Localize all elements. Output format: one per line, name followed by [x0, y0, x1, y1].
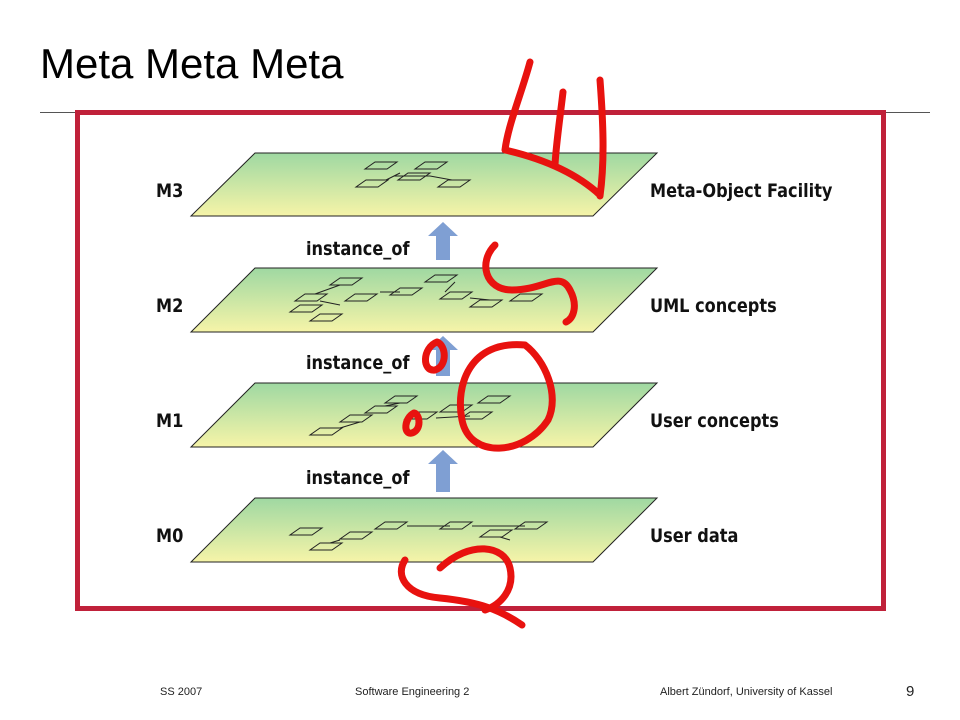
- plane-m0: [189, 497, 659, 563]
- layer-label-m2: M2: [156, 295, 184, 317]
- arrow-m2-m3: [428, 222, 458, 260]
- handwritten-four: [501, 58, 607, 200]
- layer-desc-m2: UML concepts: [650, 295, 777, 317]
- footer-author: Albert Zündorf, University of Kassel: [660, 686, 833, 698]
- title-rule-left: [40, 112, 75, 113]
- layer-desc-m0: User data: [650, 525, 739, 547]
- relation-label-m2-m3: instance_of: [306, 238, 410, 260]
- page-number: 9: [906, 683, 915, 700]
- footer-semester: SS 2007: [160, 686, 203, 698]
- plane-m1: [189, 382, 659, 448]
- handwritten-loop-upper: [422, 338, 448, 374]
- layer-desc-m3: Meta-Object Facility: [650, 180, 833, 202]
- handwritten-two: [456, 341, 556, 452]
- footer-course: Software Engineering 2: [355, 686, 470, 698]
- layer-label-m0: M0: [156, 525, 184, 547]
- handwritten-one: [397, 545, 526, 629]
- plane-m2: [189, 267, 659, 333]
- title-rule-right: [885, 112, 930, 113]
- layer-label-m3: M3: [156, 180, 184, 202]
- layer-desc-m1: User concepts: [650, 410, 779, 432]
- slide-title: Meta Meta Meta: [40, 40, 344, 87]
- handwritten-loop-lower: [402, 409, 423, 437]
- layer-label-m1: M1: [156, 410, 184, 432]
- handwritten-annotations: [397, 58, 607, 629]
- handwritten-three: [482, 241, 578, 326]
- relation-label-m1-m2: instance_of: [306, 352, 410, 374]
- arrow-m0-m1: [428, 450, 458, 492]
- relation-label-m0-m1: instance_of: [306, 467, 410, 489]
